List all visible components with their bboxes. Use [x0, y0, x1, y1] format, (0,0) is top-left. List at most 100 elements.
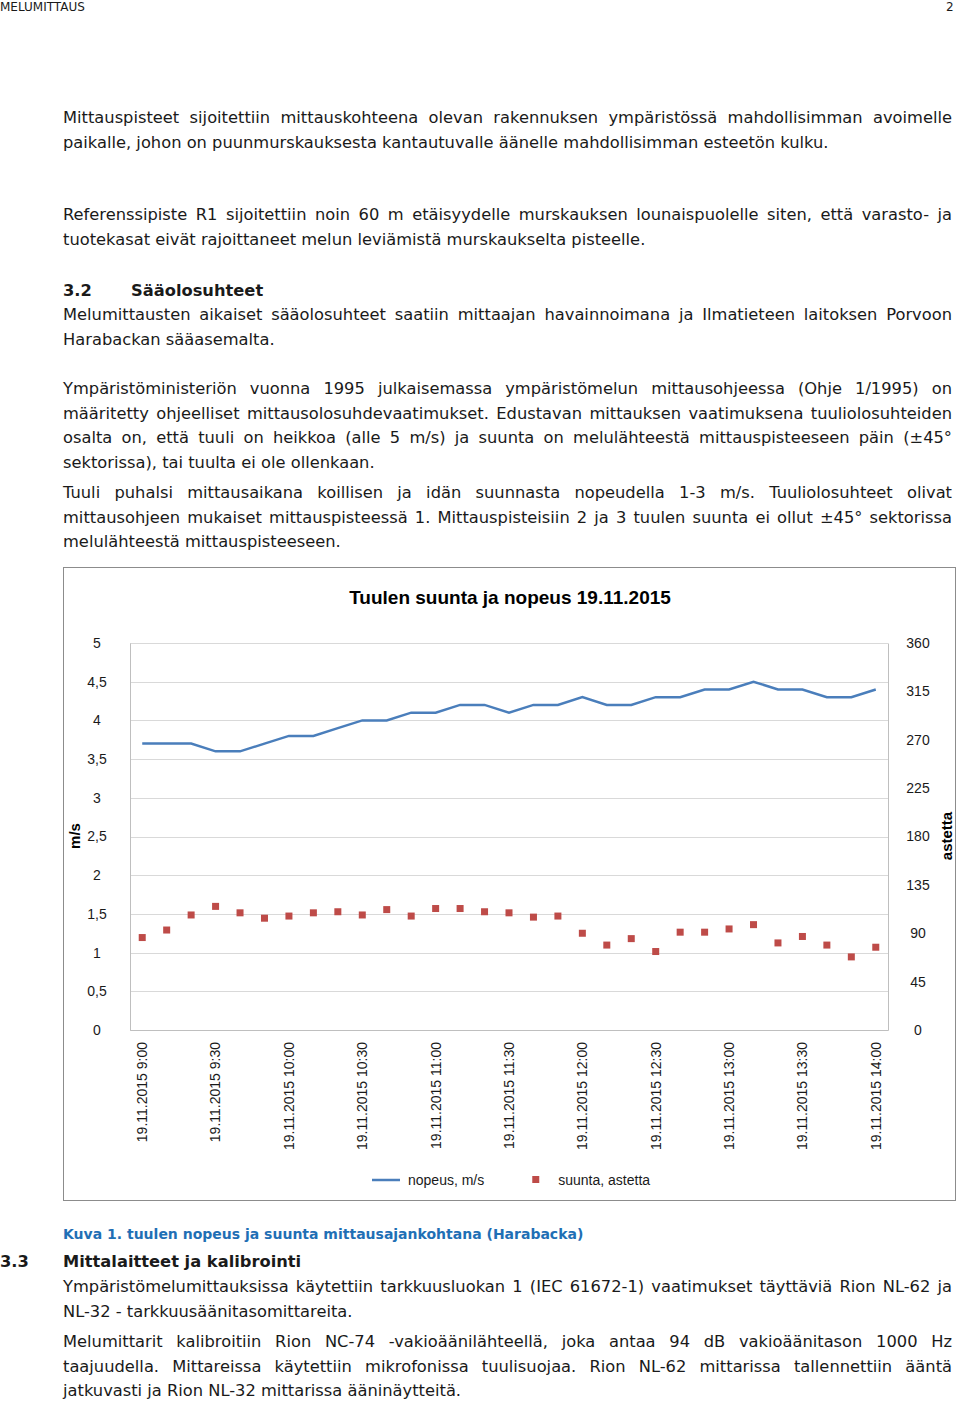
heading-number: 3.3 — [0, 1250, 29, 1275]
tick: 1,5 — [87, 906, 130, 922]
direction-point — [774, 939, 781, 946]
heading-number: 3.2 — [63, 279, 92, 304]
tick-label: 19.11.2015 13:30 — [794, 1042, 810, 1150]
tick-label: 270 — [906, 732, 930, 748]
tick: 19.11.2015 10:00 — [281, 1030, 297, 1150]
tick: 3 — [93, 790, 130, 806]
tick-label: 4,5 — [87, 674, 107, 690]
paragraph: Tuuli puhalsi mittausaikana koillisen ja… — [63, 481, 952, 555]
grid-line — [130, 953, 888, 954]
tick: 19.11.2015 9:00 — [134, 1030, 150, 1142]
direction-point — [432, 905, 439, 912]
legend: nopeus, m/s suunta, astetta — [372, 1172, 650, 1188]
tick: 19.11.2015 13:00 — [721, 1030, 737, 1150]
tick-label: 19.11.2015 10:00 — [281, 1042, 297, 1150]
tick: 4 — [93, 712, 130, 728]
tick-label: 360 — [906, 635, 930, 651]
grid-line — [130, 720, 888, 721]
direction-point — [261, 915, 268, 922]
direction-point — [212, 903, 219, 910]
tick-label: 19.11.2015 10:30 — [354, 1042, 370, 1150]
tick: 19.11.2015 12:00 — [574, 1030, 590, 1150]
tick: 270 — [888, 732, 930, 748]
tick: 5 — [93, 635, 130, 651]
paragraph: Melumittausten aikaiset sääolosuhteet sa… — [63, 303, 952, 352]
y2-axis-title: astetta — [938, 811, 955, 860]
page-number: 2 — [946, 0, 954, 14]
direction-point — [848, 953, 855, 960]
tick: 19.11.2015 9:30 — [207, 1030, 223, 1142]
grid-line — [130, 991, 888, 992]
grid-line — [130, 682, 888, 683]
heading: Sääolosuhteet — [131, 279, 263, 304]
tick-label: 4 — [93, 712, 101, 728]
tick: 315 — [888, 683, 930, 699]
direction-point — [408, 913, 415, 920]
tick: 2,5 — [87, 828, 130, 844]
paragraph: Ympäristöministeriön vuonna 1995 julkais… — [63, 377, 952, 475]
tick-label: 19.11.2015 9:30 — [207, 1042, 223, 1142]
axis-line — [130, 644, 131, 1031]
direction-point — [163, 927, 170, 934]
tick: 360 — [888, 635, 930, 651]
direction-point — [603, 942, 610, 949]
grid-line — [130, 798, 888, 799]
tick: 3,5 — [87, 751, 130, 767]
tick-label: 0,5 — [87, 983, 107, 999]
tick-label: 5 — [93, 635, 101, 651]
caption-text: tuulen nopeus ja suunta mittausajankohta… — [127, 1226, 583, 1242]
direction-point — [750, 921, 757, 928]
chart-frame — [64, 568, 956, 1201]
tick-label: 225 — [906, 780, 930, 796]
direction-point — [823, 942, 830, 949]
chart-title: Tuulen suunta ja nopeus 19.11.2015 — [349, 587, 671, 608]
tick-label: 19.11.2015 9:00 — [134, 1042, 150, 1142]
tick: 0 — [888, 1022, 922, 1038]
grid-line — [130, 643, 888, 644]
tick-label: 0 — [93, 1022, 101, 1038]
tick: 19.11.2015 13:30 — [794, 1030, 810, 1150]
direction-point — [701, 929, 708, 936]
tick-label: 135 — [906, 877, 930, 893]
direction-point — [506, 909, 513, 916]
direction-point — [237, 909, 244, 916]
tick: 19.11.2015 12:30 — [648, 1030, 664, 1150]
legend-label: suunta, astetta — [558, 1172, 650, 1188]
legend-label: nopeus, m/s — [408, 1172, 484, 1188]
direction-point — [383, 906, 390, 913]
tick: 135 — [888, 877, 930, 893]
tick-label: 19.11.2015 11:00 — [428, 1042, 444, 1149]
plot-marks — [139, 682, 880, 961]
tick: 45 — [888, 974, 926, 990]
tick-label: 2 — [93, 867, 101, 883]
tick-label: 19.11.2015 11:30 — [501, 1042, 517, 1149]
axis-line — [131, 1030, 889, 1031]
tick: 19.11.2015 11:00 — [428, 1030, 444, 1149]
tick-label: 19.11.2015 12:30 — [648, 1042, 664, 1150]
tick-label: 90 — [910, 925, 926, 941]
paragraph: Mittauspisteet sijoitettiin mittauskohte… — [63, 106, 952, 155]
tick-label: 45 — [910, 974, 926, 990]
y2-axis: 0 45 90 135 180 225 270 315 360 — [888, 635, 930, 1038]
grid-line — [130, 837, 888, 838]
tick: 90 — [888, 925, 926, 941]
speed-line — [142, 682, 876, 752]
tick-label: 180 — [906, 828, 930, 844]
tick: 19.11.2015 11:30 — [501, 1030, 517, 1149]
tick: 1 — [93, 945, 130, 961]
direction-point — [188, 911, 195, 918]
direction-point — [334, 908, 341, 915]
tick: 19.11.2015 14:00 — [868, 1030, 884, 1150]
tick-label: 0 — [914, 1022, 922, 1038]
tick: 2 — [93, 867, 130, 883]
grid — [130, 644, 888, 1031]
direction-point — [652, 948, 659, 955]
direction-point — [310, 909, 317, 916]
direction-point — [457, 905, 464, 912]
grid-line — [130, 759, 888, 760]
direction-point — [677, 929, 684, 936]
header-title: MELUMITTAUS — [0, 0, 85, 14]
tick-label: 19.11.2015 13:00 — [721, 1042, 737, 1150]
tick-label: 1 — [93, 945, 101, 961]
tick-label: 19.11.2015 12:00 — [574, 1042, 590, 1150]
